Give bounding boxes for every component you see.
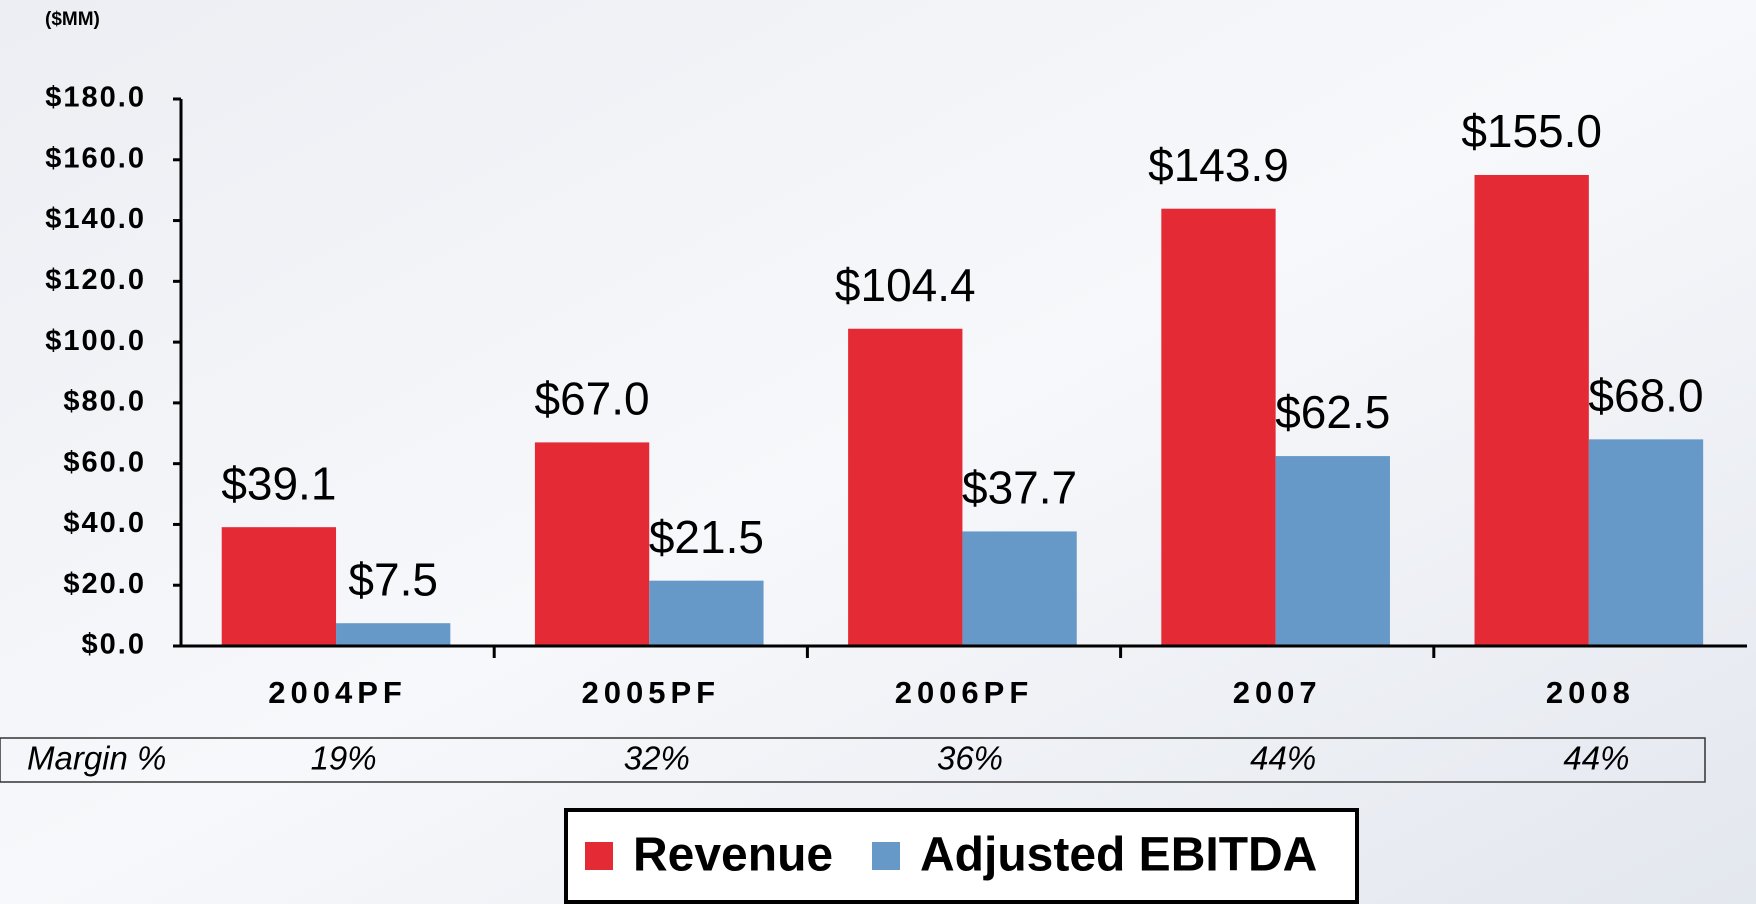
y-tick-label: $100.0: [45, 325, 146, 357]
y-tick-label: $80.0: [63, 386, 146, 418]
x-tick-label: 2004PF: [268, 675, 407, 710]
margin-box: [0, 737, 1706, 783]
legend-box: [564, 808, 1359, 904]
y-tick-label: $140.0: [45, 203, 146, 235]
value-label: $62.5: [1275, 386, 1390, 438]
x-tick-label: 2005PF: [582, 675, 721, 710]
y-tick-label: $0.0: [82, 629, 146, 661]
x-tick-label: 2007: [1233, 675, 1322, 710]
value-label: $68.0: [1588, 370, 1703, 422]
bar: [1275, 456, 1390, 646]
margin-value: 36%: [937, 740, 1003, 777]
x-tick-label: 2006PF: [895, 675, 1034, 710]
value-label: $143.9: [1148, 139, 1289, 191]
bar: [962, 531, 1077, 646]
margin-value: 19%: [311, 740, 377, 777]
value-label: $155.0: [1461, 105, 1602, 157]
margin-label: Margin %: [27, 740, 166, 777]
x-tick-label: 2008: [1546, 675, 1635, 710]
margin-value: 32%: [624, 740, 690, 777]
y-tick-label: $20.0: [63, 568, 146, 600]
legend-label: Adjusted EBITDA: [920, 829, 1317, 882]
value-label: $67.0: [535, 373, 650, 425]
bar: [336, 623, 451, 646]
legend-swatch: [872, 842, 900, 870]
y-tick-label: $60.0: [63, 446, 146, 478]
value-label: $37.7: [962, 462, 1077, 514]
bar: [1161, 208, 1276, 646]
y-tick-label: $180.0: [45, 82, 146, 114]
value-label: $7.5: [348, 553, 438, 605]
bar: [221, 527, 337, 646]
margin-value: 44%: [1250, 740, 1316, 777]
unit-label: ($MM): [45, 9, 100, 30]
y-tick-label: $40.0: [63, 507, 146, 539]
value-label: $21.5: [649, 511, 764, 563]
legend-label: Revenue: [633, 829, 833, 882]
legend-swatch: [585, 842, 613, 870]
bar: [1588, 439, 1704, 646]
y-tick-label: $160.0: [45, 142, 146, 174]
bar: [848, 328, 963, 646]
bar: [534, 442, 650, 646]
value-label: $39.1: [221, 457, 336, 509]
y-tick-label: $120.0: [45, 264, 146, 296]
bar: [1474, 174, 1589, 646]
value-label: $104.4: [835, 259, 976, 311]
margin-value: 44%: [1563, 740, 1629, 777]
bar: [649, 580, 764, 646]
